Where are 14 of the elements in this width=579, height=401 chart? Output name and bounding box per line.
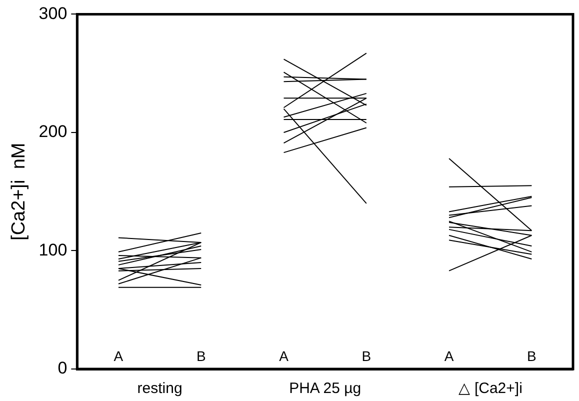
y-axis-title: [Ca2+]i nM: [8, 142, 30, 240]
text: resting: [137, 380, 182, 398]
x-tick-label: A: [114, 348, 124, 364]
y-tick-label: 0: [58, 358, 68, 378]
y-tick-label: 100: [38, 240, 68, 260]
x-tick-label: A: [279, 348, 290, 364]
x-tick-label: B: [527, 348, 536, 364]
text: △ [Ca2+]i: [458, 380, 522, 398]
x-tick-label: B: [362, 348, 372, 364]
text: PHA 25 µg: [289, 380, 362, 398]
x-tick-label: A: [444, 348, 454, 364]
x-tick-label: B: [196, 348, 206, 364]
y-tick-label: 200: [38, 122, 68, 142]
y-tick-label: 300: [38, 4, 68, 23]
